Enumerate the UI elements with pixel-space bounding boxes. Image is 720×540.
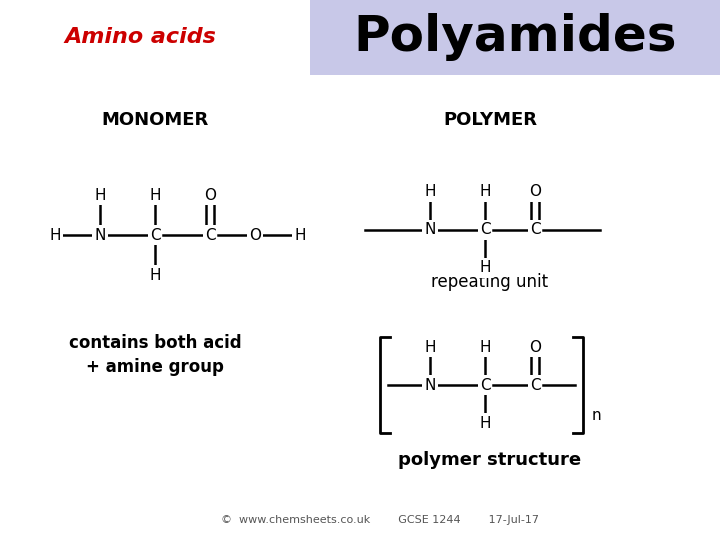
Text: ©  www.chemsheets.co.uk        GCSE 1244        17-Jul-17: © www.chemsheets.co.uk GCSE 1244 17-Jul-… <box>221 515 539 525</box>
Text: O: O <box>529 185 541 199</box>
Text: MONOMER: MONOMER <box>102 111 209 129</box>
Text: Polyamides: Polyamides <box>354 13 677 61</box>
Text: H: H <box>149 267 161 282</box>
Text: C: C <box>204 227 215 242</box>
Text: C: C <box>480 377 490 393</box>
Text: POLYMER: POLYMER <box>443 111 537 129</box>
Text: O: O <box>529 340 541 354</box>
Text: H: H <box>294 227 306 242</box>
Text: polymer structure: polymer structure <box>398 451 582 469</box>
Text: H: H <box>480 340 491 354</box>
Text: H: H <box>49 227 60 242</box>
Text: contains both acid
+ amine group: contains both acid + amine group <box>68 334 241 376</box>
Text: N: N <box>424 222 436 238</box>
Text: C: C <box>150 227 161 242</box>
Text: H: H <box>480 415 491 430</box>
Text: N: N <box>424 377 436 393</box>
Text: C: C <box>480 222 490 238</box>
Text: H: H <box>149 187 161 202</box>
Text: N: N <box>94 227 106 242</box>
Text: repeating unit: repeating unit <box>431 273 549 291</box>
Text: O: O <box>204 187 216 202</box>
Text: H: H <box>480 185 491 199</box>
Text: H: H <box>480 260 491 275</box>
Text: n: n <box>592 408 602 422</box>
Text: H: H <box>94 187 106 202</box>
Text: C: C <box>530 222 540 238</box>
Text: C: C <box>530 377 540 393</box>
Text: Amino acids: Amino acids <box>64 27 216 47</box>
Text: H: H <box>424 185 436 199</box>
Text: H: H <box>424 340 436 354</box>
Bar <box>310 0 720 75</box>
Text: O: O <box>249 227 261 242</box>
